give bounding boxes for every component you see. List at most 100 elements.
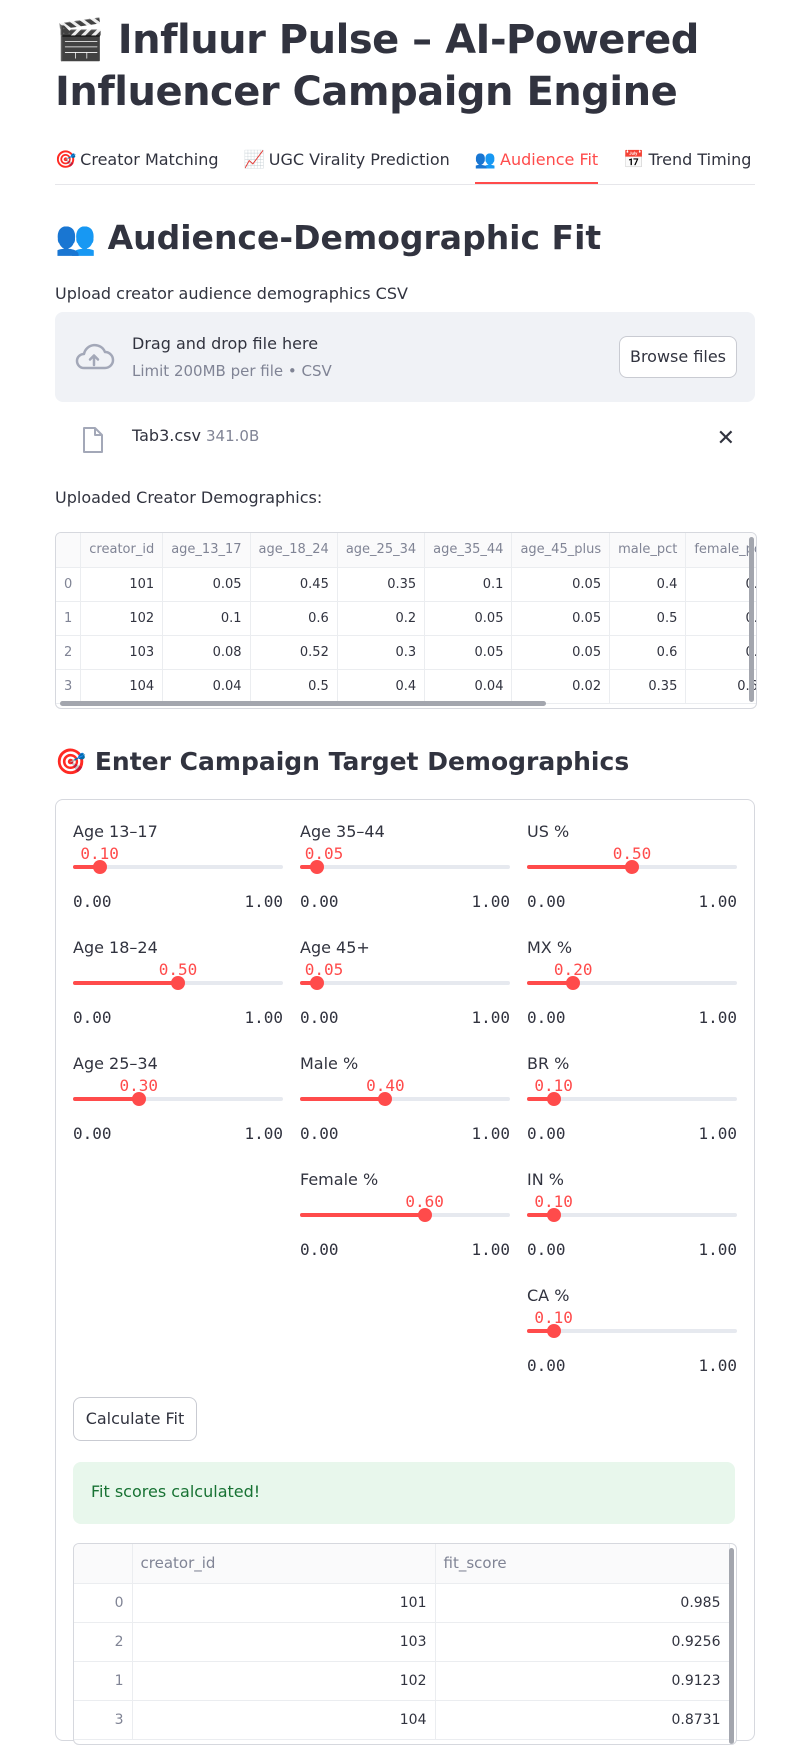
- tab-label: Creator Matching: [80, 150, 219, 169]
- slider-thumb[interactable]: [546, 1208, 561, 1222]
- tab-creator-matching[interactable]: 🎯 Creator Matching: [55, 140, 219, 183]
- slider-thumb[interactable]: [417, 1208, 432, 1222]
- slider-age-25-34[interactable]: Age 25–34 0.30 0.00 1.00: [73, 1054, 283, 1164]
- table-row: 3 104 0.04 0.5 0.4 0.04 0.02 0.35 0.65: [56, 669, 756, 704]
- slider-thumb[interactable]: [546, 1092, 561, 1106]
- cell: 104: [80, 669, 164, 704]
- column-header[interactable]: female_pct: [685, 533, 756, 568]
- cell: 0.8731: [435, 1700, 730, 1740]
- slider-max: 1.00: [471, 892, 510, 911]
- slider-thumb[interactable]: [566, 976, 581, 990]
- slider-fill: [300, 981, 317, 985]
- column-header[interactable]: creator_id: [80, 533, 164, 568]
- slider-track[interactable]: [527, 1208, 737, 1222]
- slider-age-35-44[interactable]: Age 35–44 0.05 0.00 1.00: [300, 822, 510, 932]
- slider-thumb[interactable]: [92, 860, 107, 874]
- row-index: 3: [74, 1700, 133, 1740]
- column-header[interactable]: male_pct: [609, 533, 687, 568]
- slider-max: 1.00: [244, 1124, 283, 1143]
- slider-us-pct[interactable]: US % 0.50 0.00 1.00: [527, 822, 737, 932]
- slider-age-13-17[interactable]: Age 13–17 0.10 0.00 1.00: [73, 822, 283, 932]
- calculate-fit-button[interactable]: Calculate Fit: [73, 1397, 197, 1441]
- cell: 0.05: [511, 601, 611, 636]
- cell: 0.1: [162, 601, 251, 636]
- slider-track[interactable]: [527, 1092, 737, 1106]
- slider-female-pct[interactable]: Female % 0.60 0.00 1.00: [300, 1170, 510, 1280]
- demographics-table[interactable]: creator_id age_13_17 age_18_24 age_25_34…: [55, 532, 757, 709]
- table-row: 0 101 0.985: [74, 1583, 730, 1623]
- cell: 104: [132, 1700, 436, 1740]
- slider-value: 0.05: [304, 844, 344, 863]
- slider-fill: [527, 1329, 554, 1333]
- slider-min: 0.00: [300, 1008, 339, 1027]
- slider-min: 0.00: [527, 1124, 566, 1143]
- success-message: Fit scores calculated!: [91, 1482, 261, 1501]
- column-header[interactable]: age_25_34: [337, 533, 426, 568]
- slider-track[interactable]: [527, 1324, 737, 1338]
- slider-label: MX %: [527, 938, 573, 957]
- slider-track[interactable]: [300, 976, 510, 990]
- slider-thumb[interactable]: [546, 1324, 561, 1338]
- slider-track[interactable]: [300, 1092, 510, 1106]
- slider-in-pct[interactable]: IN % 0.10 0.00 1.00: [527, 1170, 737, 1280]
- campaign-heading: 🎯 Enter Campaign Target Demographics: [55, 745, 629, 779]
- slider-track[interactable]: [527, 860, 737, 874]
- slider-max: 1.00: [698, 1240, 737, 1259]
- slider-thumb[interactable]: [309, 976, 324, 990]
- tab-audience-fit[interactable]: 👥 Audience Fit: [474, 140, 599, 184]
- cloud-upload-icon: [75, 343, 115, 370]
- column-header[interactable]: age_35_44: [424, 533, 513, 568]
- horizontal-scrollbar[interactable]: [60, 701, 546, 706]
- row-index: 2: [74, 1622, 133, 1662]
- slider-label: IN %: [527, 1170, 564, 1189]
- fit-scores-table[interactable]: creator_id fit_score 0 101 0.985 2 103 0…: [73, 1543, 737, 1745]
- slider-track[interactable]: [73, 860, 283, 874]
- cell: 0.05: [511, 635, 611, 670]
- slider-ca-pct[interactable]: CA % 0.10 0.00 1.00: [527, 1286, 737, 1396]
- row-index: 0: [74, 1583, 133, 1623]
- slider-thumb[interactable]: [131, 1092, 146, 1106]
- browse-files-button[interactable]: Browse files: [619, 336, 737, 378]
- slider-thumb[interactable]: [309, 860, 324, 874]
- file-dropzone[interactable]: Drag and drop file here Limit 200MB per …: [55, 312, 755, 402]
- column-header[interactable]: age_18_24: [250, 533, 338, 568]
- slider-track[interactable]: [300, 860, 510, 874]
- slider-thumb[interactable]: [171, 976, 185, 990]
- slider-thumb[interactable]: [625, 860, 639, 874]
- slider-male-pct[interactable]: Male % 0.40 0.00 1.00: [300, 1054, 510, 1164]
- column-header[interactable]: creator_id: [132, 1544, 436, 1584]
- file-icon: [83, 427, 103, 453]
- slider-fill: [73, 1097, 139, 1101]
- column-header[interactable]: age_13_17: [162, 533, 251, 568]
- slider-value: 0.60: [405, 1192, 444, 1211]
- slider-track[interactable]: [527, 976, 737, 990]
- tab-label: UGC Virality Prediction: [268, 150, 450, 169]
- slider-track[interactable]: [73, 1092, 283, 1106]
- tab-ugc-virality[interactable]: 📈 UGC Virality Prediction: [244, 140, 450, 183]
- slider-age-18-24[interactable]: Age 18–24 0.50 0.00 1.00: [73, 938, 283, 1048]
- slider-max: 1.00: [244, 1008, 283, 1027]
- column-header[interactable]: fit_score: [435, 1544, 730, 1584]
- close-icon[interactable]: ✕: [716, 426, 735, 451]
- slider-mx-pct[interactable]: MX % 0.20 0.00 1.00: [527, 938, 737, 1048]
- slider-label: Age 18–24: [73, 938, 158, 957]
- slider-br-pct[interactable]: BR % 0.10 0.00 1.00: [527, 1054, 737, 1164]
- people-icon: 👥: [474, 150, 497, 170]
- cell: 0.5: [685, 601, 756, 636]
- vertical-scrollbar[interactable]: [749, 537, 754, 702]
- slider-label: Male %: [300, 1054, 359, 1073]
- table-header-row: creator_id age_13_17 age_18_24 age_25_34…: [56, 533, 756, 568]
- cell: 0.35: [609, 669, 687, 704]
- cell: 0.5: [609, 601, 687, 636]
- slider-thumb[interactable]: [378, 1092, 393, 1106]
- slider-track[interactable]: [300, 1208, 510, 1222]
- slider-age-45-plus[interactable]: Age 45+ 0.05 0.00 1.00: [300, 938, 510, 1048]
- tab-trend-timing[interactable]: 📅Trend Timing Forec: [623, 140, 755, 183]
- cell: 0.4: [685, 635, 756, 670]
- slider-fill: [300, 1213, 425, 1217]
- slider-track[interactable]: [73, 976, 283, 990]
- column-header[interactable]: age_45_plus: [511, 533, 611, 568]
- slider-label: Age 45+: [300, 938, 370, 957]
- vertical-scrollbar[interactable]: [729, 1548, 734, 1744]
- slider-value: 0.10: [80, 844, 119, 863]
